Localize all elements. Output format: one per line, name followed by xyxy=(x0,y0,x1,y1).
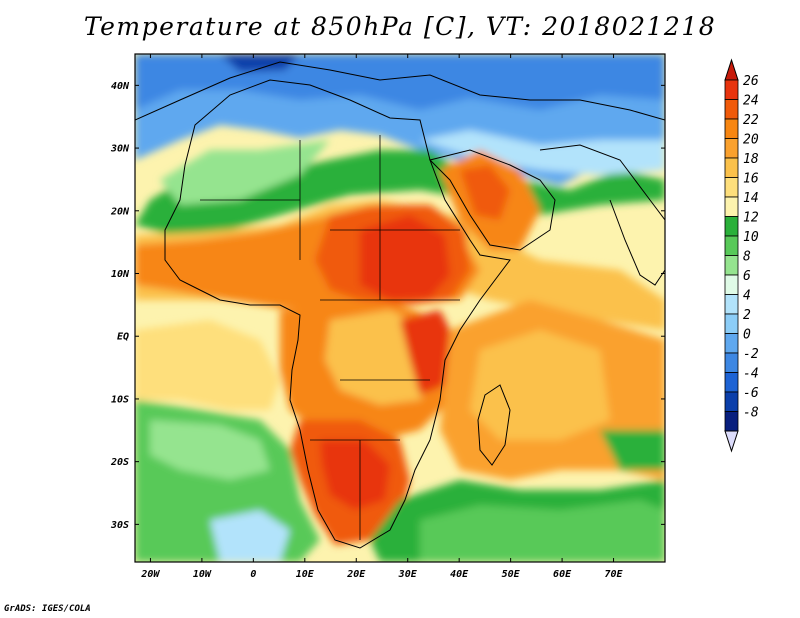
lon-tick-label: 70E xyxy=(605,569,624,580)
colorbar-label: 2 xyxy=(743,308,751,323)
longitude-ticks xyxy=(149,54,615,562)
colorbar-label: 4 xyxy=(743,289,751,304)
green-band-sahara xyxy=(135,150,665,235)
lon-tick-label: 40E xyxy=(450,569,469,580)
light-green-south-indian xyxy=(420,500,665,562)
colorbar-label: 16 xyxy=(743,172,759,187)
lat-tick-label: 30N xyxy=(110,144,130,155)
cold-core-north xyxy=(220,54,300,72)
colorbar-swatch xyxy=(724,118,739,139)
colorbar-swatch xyxy=(724,372,739,393)
colorbar-label: 0 xyxy=(743,328,751,343)
longitude-labels: 20W 10W 0 10E 20E 30E 40E 50E 60E 70E xyxy=(140,569,623,580)
hot-east-africa xyxy=(400,310,455,395)
colorbar-swatch xyxy=(724,313,739,334)
lat-tick-label: 30S xyxy=(110,520,129,531)
india-coastline xyxy=(609,199,665,286)
green-band-west xyxy=(160,140,330,205)
africa-coastline xyxy=(164,79,511,549)
hot-arabia xyxy=(460,165,510,220)
colorbar-label: -4 xyxy=(743,367,759,382)
lat-tick-label: 10S xyxy=(111,394,129,405)
cool-atlantic-south xyxy=(210,510,290,562)
colorbar-top-arrow xyxy=(724,58,739,81)
colorbar-swatch xyxy=(724,391,739,412)
colorbar-label: -2 xyxy=(743,347,759,362)
map-title: Temperature at 850hPa [C], VT: 201802121… xyxy=(83,12,717,41)
colorbar-label: 22 xyxy=(743,113,759,128)
arabia-coastline xyxy=(429,149,556,251)
colorbar-swatch xyxy=(724,411,739,432)
colorbar-label: 20 xyxy=(743,133,759,148)
hot-core-sudan xyxy=(360,215,450,300)
lat-tick-label: 20S xyxy=(110,457,129,468)
europe-coastline xyxy=(135,61,665,121)
colorbar-label: 14 xyxy=(743,191,759,206)
colorbar-swatch xyxy=(724,352,739,373)
colorbar-bottom-arrow xyxy=(724,430,739,453)
colorbar-swatch xyxy=(724,274,739,295)
latitude-ticks xyxy=(135,84,665,525)
colorbar-swatch xyxy=(724,333,739,354)
latitude-labels: 40N 30N 20N 10N EQ 10S 20S 30S xyxy=(110,81,130,531)
asia-coastline xyxy=(539,144,665,221)
colorbar-label: 12 xyxy=(743,211,759,226)
lon-tick-label: 0 xyxy=(250,569,256,580)
lon-tick-label: 20E xyxy=(346,569,366,580)
colorbar-swatch xyxy=(724,177,739,198)
lon-tick-label: 10W xyxy=(193,569,212,580)
colorbar-label: -8 xyxy=(743,406,759,421)
lat-tick-label: 20N xyxy=(110,206,130,217)
colorbar-label: 6 xyxy=(743,269,751,284)
coastlines xyxy=(135,61,665,549)
colorbar-label: 10 xyxy=(743,230,759,245)
colorbar-swatch xyxy=(724,235,739,256)
grads-credit: GrADS: IGES/COLA xyxy=(4,604,91,614)
colorbar-label: 18 xyxy=(743,152,759,167)
madagascar-coastline xyxy=(477,384,511,466)
lon-tick-label: 60E xyxy=(553,569,572,580)
colorbar-swatch xyxy=(724,157,739,178)
lat-tick-label: 10N xyxy=(111,269,130,280)
mild-gulf-of-guinea xyxy=(135,320,280,410)
lon-tick-label: 10E xyxy=(296,569,315,580)
colorbar-swatch xyxy=(724,79,739,100)
colorbar-swatch xyxy=(724,255,739,276)
cool-band-mideast xyxy=(420,130,665,175)
colorbar-swatch xyxy=(724,196,739,217)
light-green-atlantic xyxy=(150,420,270,480)
temperature-field xyxy=(135,54,665,562)
mild-indian-ocean xyxy=(470,330,610,440)
lon-tick-label: 20W xyxy=(140,569,160,580)
green-patch-east xyxy=(600,430,665,470)
hot-core-kalahari xyxy=(320,440,390,510)
colorbar-label: 8 xyxy=(743,250,751,265)
colorbar-label: 24 xyxy=(743,94,759,109)
lat-tick-label: 40N xyxy=(111,81,130,92)
colorbar-swatch xyxy=(724,294,739,315)
colorbar-label: -6 xyxy=(743,386,759,401)
colorbar-swatch xyxy=(724,99,739,120)
colorbar-label: 26 xyxy=(743,74,759,89)
lat-tick-label: EQ xyxy=(117,332,129,343)
map-frame xyxy=(134,53,666,563)
colorbar-swatch xyxy=(724,138,739,159)
lon-tick-label: 30E xyxy=(398,569,418,580)
lon-tick-label: 50E xyxy=(502,569,521,580)
country-borders xyxy=(200,135,460,540)
colorbar-swatch xyxy=(724,216,739,237)
